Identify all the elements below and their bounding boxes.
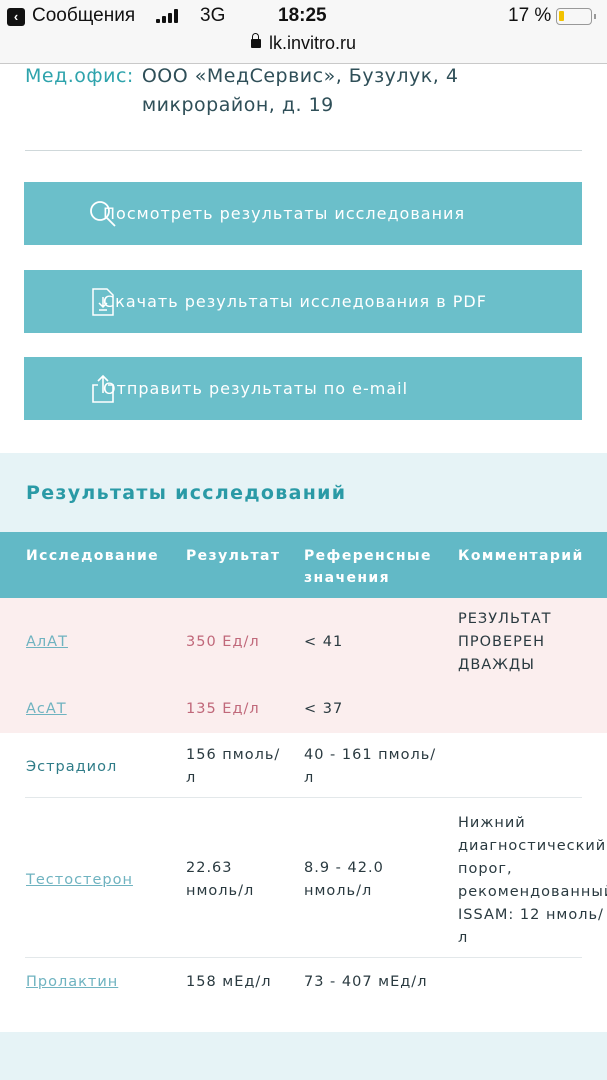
- row-divider: [25, 957, 582, 958]
- table-row: Тестостерон 22.63 нмоль/л 8.9 - 42.0 нмоль…: [0, 798, 607, 958]
- send-email-label: Отправить результаты по e-mail: [103, 379, 409, 398]
- comment-line: Нижний: [458, 815, 526, 831]
- comment-line: РЕЗУЛЬТАТ: [458, 611, 552, 627]
- download-pdf-label: Скачать результаты исследования в PDF: [103, 292, 487, 311]
- network-type: 3G: [200, 5, 226, 26]
- table-row: Пролактин 158 мЕд/л 73 - 407 мЕд/л: [0, 958, 607, 1032]
- reference-value: 73 - 407 мЕд/л: [304, 974, 428, 990]
- battery-percent: 17 %: [508, 5, 552, 26]
- results-title: Результаты исследований: [26, 482, 347, 504]
- reference-value: < 37: [304, 701, 344, 717]
- reference-line: нмоль/л: [304, 883, 373, 899]
- test-link[interactable]: Тестостерон: [26, 872, 133, 888]
- result-value: 156 пмоль/л: [186, 744, 280, 790]
- result-value: 350 Ед/л: [186, 634, 260, 650]
- comment: Нижний диагностический порог, рекомендов…: [458, 812, 607, 950]
- reference-line: 40 - 161 пмоль/: [304, 747, 437, 763]
- header-result: Результат: [186, 548, 281, 564]
- header-test: Исследование: [26, 548, 160, 564]
- test-link[interactable]: Пролактин: [26, 974, 119, 990]
- result-value: 158 мЕд/л: [186, 974, 272, 990]
- signal-icon: [156, 9, 178, 23]
- comment-line: л: [458, 930, 469, 946]
- comment-line: ISSAM: 12 нмоль/: [458, 907, 604, 923]
- test-name: Эстрадиол: [26, 759, 118, 775]
- reference-value: 8.9 - 42.0 нмоль/л: [304, 857, 384, 903]
- table-header: Исследование Результат Референсные значен…: [0, 532, 607, 598]
- row-divider: [25, 797, 582, 798]
- search-icon: [90, 201, 116, 227]
- url-text: lk.invitro.ru: [268, 33, 357, 53]
- lock-icon: [250, 33, 261, 48]
- comment-line: рекомендованный: [458, 884, 607, 900]
- result-line: нмоль/л: [186, 883, 255, 899]
- pdf-download-icon: [92, 288, 114, 316]
- back-arrow-icon[interactable]: ‹: [7, 8, 25, 26]
- header-reference-line2: значения: [304, 570, 391, 586]
- med-office-label: Мед.офис:: [25, 65, 134, 87]
- result-line: 156 пмоль/: [186, 747, 281, 763]
- share-icon: [92, 374, 114, 403]
- status-bar: ‹ Сообщения 3G 18:25 17 % lk.invitro.ru: [0, 0, 607, 64]
- result-value: 22.63 нмоль/л: [186, 857, 254, 903]
- divider: [25, 150, 582, 151]
- results-table: Исследование Результат Референсные значен…: [0, 532, 607, 1032]
- comment-line: ПРОВЕРЕН: [458, 634, 545, 650]
- test-link[interactable]: АсАТ: [26, 701, 67, 717]
- comment-line: порог,: [458, 861, 513, 877]
- reference-line: 8.9 - 42.0: [304, 860, 384, 876]
- download-pdf-button[interactable]: Скачать результаты исследования в PDF: [24, 270, 582, 333]
- back-to-app-label[interactable]: Сообщения: [32, 5, 136, 26]
- address-bar[interactable]: lk.invitro.ru: [0, 33, 607, 54]
- view-results-button[interactable]: Посмотреть результаты исследования: [24, 182, 582, 245]
- table-row: АсАТ 135 Ед/л < 37: [0, 688, 607, 733]
- battery-icon: [556, 8, 596, 25]
- comment: РЕЗУЛЬТАТ ПРОВЕРЕН ДВАЖДЫ: [458, 608, 552, 677]
- result-line: 22.63: [186, 860, 233, 876]
- table-row: Эстрадиол 156 пмоль/л 40 - 161 пмоль/л: [0, 733, 607, 798]
- header-comment: Комментарий: [458, 548, 584, 564]
- result-line: л: [186, 770, 197, 786]
- med-office-value: ООО «МедСервис», Бузулук, 4 микрорайон, …: [141, 65, 459, 116]
- med-office: Мед.офис: ООО «МедСервис», Бузулук, 4 ми…: [25, 62, 482, 120]
- test-link[interactable]: АлАТ: [26, 634, 68, 650]
- result-value: 135 Ед/л: [186, 701, 260, 717]
- reference-line: л: [304, 770, 315, 786]
- reference-value: 40 - 161 пмоль/л: [304, 744, 436, 790]
- reference-value: < 41: [304, 634, 344, 650]
- comment-line: ДВАЖДЫ: [458, 657, 535, 673]
- table-row: АлАТ 350 Ед/л < 41 РЕЗУЛЬТАТ ПРОВЕРЕН ДВАЖ…: [0, 598, 607, 688]
- clock: 18:25: [278, 5, 327, 26]
- send-email-button[interactable]: Отправить результаты по e-mail: [24, 357, 582, 420]
- comment-line: диагностический: [458, 838, 607, 854]
- header-reference-line1: Референсные: [304, 548, 432, 564]
- header-reference: Референсные значения: [304, 545, 432, 589]
- view-results-label: Посмотреть результаты исследования: [103, 204, 466, 223]
